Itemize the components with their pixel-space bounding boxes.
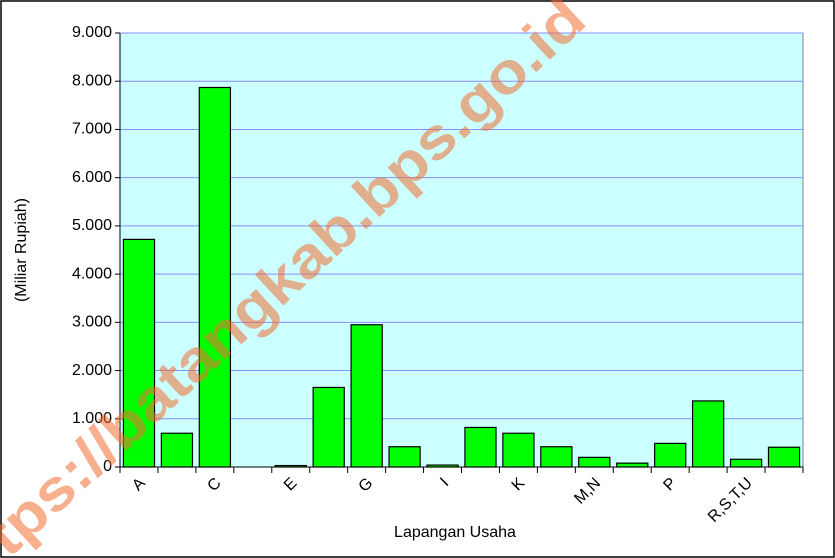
y-tick-label: 7.000 bbox=[72, 121, 112, 138]
bar bbox=[502, 432, 535, 468]
bar bbox=[691, 400, 725, 468]
y-tick-label: 2.000 bbox=[72, 362, 112, 379]
bar bbox=[729, 458, 763, 468]
y-axis-title: (Miliar Rupiah) bbox=[13, 198, 30, 302]
y-tick-label: 5.000 bbox=[72, 217, 112, 234]
bar bbox=[464, 426, 497, 468]
y-tick-label: 0 bbox=[103, 458, 112, 475]
bar bbox=[160, 432, 194, 468]
bar bbox=[767, 446, 801, 468]
bar bbox=[122, 238, 156, 468]
bar bbox=[350, 324, 383, 468]
bar bbox=[312, 386, 345, 468]
bar bbox=[578, 456, 611, 468]
plot-area bbox=[119, 32, 804, 468]
bar bbox=[654, 442, 687, 468]
y-tick-label: 6.000 bbox=[72, 169, 112, 186]
y-tick-label: 9.000 bbox=[72, 24, 112, 41]
bar bbox=[540, 446, 573, 468]
y-tick-label: 3.000 bbox=[72, 314, 112, 331]
y-tick-label: 4.000 bbox=[72, 265, 112, 282]
bar bbox=[198, 86, 232, 468]
bar bbox=[426, 464, 459, 468]
bar bbox=[274, 464, 307, 468]
x-axis-title: Lapangan Usaha bbox=[394, 524, 516, 541]
y-tick-label: 8.000 bbox=[72, 72, 112, 89]
y-tick-label: 1.000 bbox=[72, 410, 112, 427]
bar bbox=[616, 462, 649, 468]
bar bbox=[388, 446, 421, 468]
